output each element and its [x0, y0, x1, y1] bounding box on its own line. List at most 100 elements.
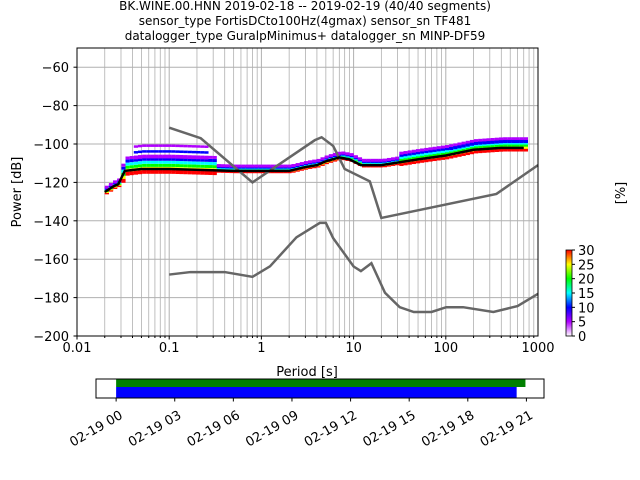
density-cell [494, 144, 499, 148]
density-cell [154, 144, 159, 147]
density-cell [200, 161, 205, 165]
density-cell [324, 155, 329, 159]
density-cell [353, 155, 358, 159]
timeline-tick-label: 02-19 06 [185, 408, 243, 450]
density-cell [196, 158, 201, 162]
timeline-tick-label: 02-19 12 [302, 408, 360, 450]
density-cell [166, 155, 172, 159]
density-cell [469, 139, 475, 143]
density-cell [407, 154, 412, 158]
density-cell [204, 169, 209, 173]
density-cell [191, 164, 197, 168]
density-cell [399, 158, 404, 162]
x-tick-label: 1 [257, 341, 265, 356]
density-cell [444, 147, 450, 151]
density-cell [279, 164, 284, 168]
density-cell [461, 144, 466, 148]
title-line-2: sensor_type FortisDCto100Hz(4gmax) senso… [139, 14, 471, 28]
density-cell [200, 171, 205, 175]
timeline-tick-label: 02-19 09 [243, 408, 301, 450]
timeline-tick-label: 02-19 21 [478, 408, 536, 450]
density-cell [158, 144, 163, 147]
density-cell [403, 151, 408, 155]
density-cell [449, 147, 454, 151]
density-cell [133, 145, 138, 148]
density-cell [137, 169, 143, 173]
density-cell [241, 164, 246, 168]
timeline-tick-label: 02-19 00 [67, 408, 125, 450]
density-cell [187, 158, 192, 162]
density-cell [357, 157, 363, 161]
density-cell [254, 164, 259, 168]
density-cell [482, 138, 487, 142]
density-cell [428, 151, 433, 155]
density-cell [444, 145, 450, 149]
density-cell [154, 155, 159, 159]
density-cell [457, 148, 462, 152]
density-cell [175, 150, 180, 153]
density-cell [187, 144, 192, 148]
density-cell [187, 171, 192, 175]
density-cell [478, 138, 483, 142]
density-cell [171, 150, 176, 153]
density-cell [179, 158, 184, 162]
density-cell [436, 148, 441, 152]
density-cell [299, 162, 304, 166]
density-cell [179, 161, 184, 165]
density-cell [125, 159, 130, 163]
density-cell [523, 137, 529, 141]
density-cell [420, 148, 425, 152]
density-cell [166, 157, 172, 161]
density-cell [150, 150, 155, 153]
density-cell [415, 151, 421, 155]
density-cell [162, 160, 168, 164]
density-cell [212, 165, 217, 169]
y-tick-label: −180 [33, 292, 69, 307]
density-cell [142, 170, 147, 174]
density-cell [411, 154, 416, 158]
density-cell [150, 157, 155, 161]
density-cell [507, 143, 512, 147]
density-cell [424, 150, 429, 154]
y-tick-label: −100 [33, 138, 69, 153]
density-cell [108, 183, 114, 187]
density-cell [175, 144, 180, 148]
density-cell [191, 161, 197, 165]
y-tick-label: −120 [33, 176, 69, 191]
density-cell [158, 170, 163, 174]
density-cell [498, 137, 504, 141]
density-cell [150, 144, 155, 147]
density-cell [403, 153, 408, 157]
density-cell [162, 170, 168, 174]
density-cell [175, 169, 180, 173]
density-cell [411, 149, 416, 153]
density-cell [432, 151, 437, 155]
density-cell [519, 140, 524, 144]
density-cell [519, 137, 524, 141]
x-tick-label: 0.1 [159, 341, 180, 356]
density-cell [444, 151, 450, 155]
density-cell [266, 164, 271, 168]
y-tick-label: −80 [42, 100, 69, 115]
density-cell [171, 144, 176, 147]
density-cell [171, 170, 176, 174]
density-cell [129, 165, 134, 169]
density-cell [133, 169, 138, 173]
density-cell [208, 165, 213, 169]
density-cell [146, 157, 151, 161]
density-cell [183, 156, 188, 159]
density-cell [162, 157, 168, 161]
density-cell [503, 140, 508, 144]
density-cell [150, 160, 155, 164]
density-cell [249, 164, 255, 168]
density-cell [125, 162, 130, 166]
density-cell [121, 177, 126, 181]
density-cell [183, 164, 188, 168]
density-cell [166, 163, 172, 167]
density-cell [166, 160, 172, 164]
density-cell [133, 161, 138, 165]
density-cell [395, 156, 400, 160]
density-cell [171, 168, 176, 172]
density-cell [133, 151, 138, 154]
